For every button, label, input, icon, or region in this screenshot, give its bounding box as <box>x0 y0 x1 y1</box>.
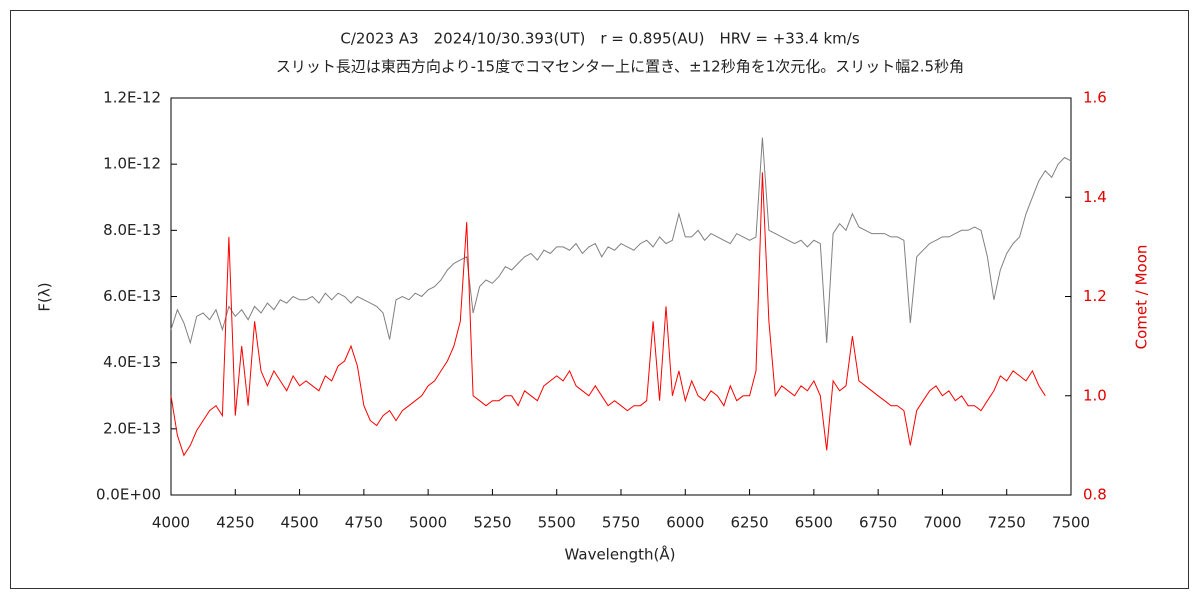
y-tick-label: 2.0E-13 <box>103 419 161 437</box>
x-tick-label: 7000 <box>923 514 961 532</box>
y-tick-label: 1.0E-12 <box>103 155 161 173</box>
x-tick-label: 5750 <box>602 514 640 532</box>
frame <box>10 10 1189 589</box>
x-tick-label: 4750 <box>345 514 383 532</box>
y2-tick-label: 1.6 <box>1083 89 1107 107</box>
plot-area <box>170 97 1072 496</box>
x-tick-label: 7250 <box>988 514 1026 532</box>
x-tick-label: 6500 <box>795 514 833 532</box>
x-tick-label: 4500 <box>280 514 318 532</box>
spectrum-line <box>170 172 1046 457</box>
x-tick-label: 6750 <box>859 514 897 532</box>
y2-tick-label: 1.4 <box>1083 188 1107 206</box>
x-tick-label: 6000 <box>666 514 704 532</box>
y-tick-label: 1.2E-12 <box>103 89 161 107</box>
x-axis-label: Wavelength(Å) <box>565 545 676 564</box>
spectrum-line <box>170 137 1072 345</box>
chart-subtitle: スリット長辺は東西方向より-15度でコマセンター上に置き、±12秒角を1次元化。… <box>276 58 964 76</box>
y-axis-label: F(λ) <box>36 282 54 311</box>
y2-tick-label: 1.0 <box>1083 386 1107 404</box>
y2-axis-label: Comet / Moon <box>1133 245 1151 350</box>
y2-tick-label: 0.8 <box>1083 486 1107 504</box>
chart-title: C/2023 A3 2024/10/30.393(UT) r = 0.895(A… <box>340 30 859 48</box>
x-tick-label: 5000 <box>409 514 447 532</box>
y-tick-label: 4.0E-13 <box>103 353 161 371</box>
x-tick-label: 5250 <box>473 514 511 532</box>
x-tick-label: 6250 <box>730 514 768 532</box>
y-tick-label: 0.0E+00 <box>96 486 161 504</box>
x-tick-label: 7500 <box>1052 514 1090 532</box>
y-tick-label: 6.0E-13 <box>103 287 161 305</box>
x-tick-label: 5500 <box>538 514 576 532</box>
x-tick-label: 4250 <box>216 514 254 532</box>
y2-tick-label: 1.2 <box>1083 287 1107 305</box>
x-tick-label: 4000 <box>152 514 190 532</box>
y-tick-label: 8.0E-13 <box>103 221 161 239</box>
